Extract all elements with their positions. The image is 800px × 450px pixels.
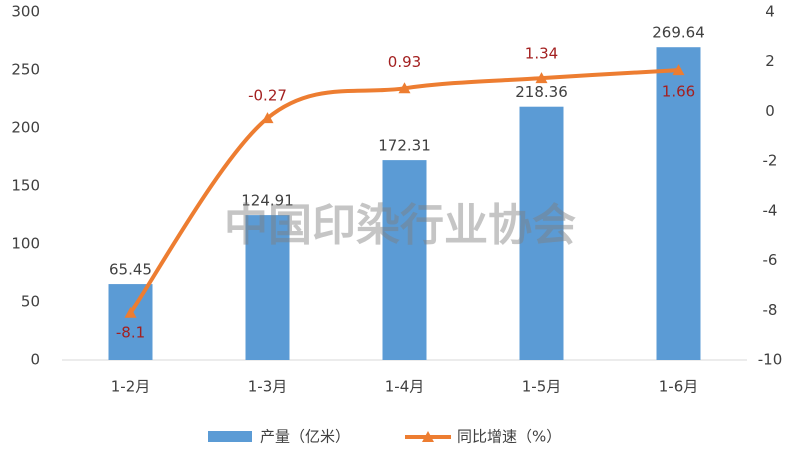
y-tick-label: 250 — [11, 61, 40, 79]
x-tick-label: 1-6月 — [659, 378, 699, 396]
y-tick-label: 0 — [30, 351, 40, 369]
x-tick-label: 1-3月 — [248, 378, 288, 396]
watermark: 中国印染行业协会 — [224, 200, 576, 251]
y2-tick-label: -10 — [758, 351, 783, 369]
line-marker — [535, 72, 548, 84]
x-tick-label: 1-5月 — [522, 378, 562, 396]
bar-value-label: 218.36 — [515, 83, 568, 101]
bar — [245, 215, 290, 360]
bar-value-label: 124.91 — [241, 192, 294, 210]
bar — [519, 106, 564, 361]
line-value-label: -0.27 — [248, 87, 287, 105]
y-tick-label: 200 — [11, 119, 40, 137]
y-tick-label: 150 — [11, 177, 40, 195]
legend-label: 同比增速（%） — [457, 428, 561, 446]
y2-tick-label: -4 — [763, 201, 778, 219]
y-tick-label: 50 — [21, 293, 40, 311]
bar — [382, 160, 427, 360]
line-value-label: -8.1 — [116, 323, 145, 341]
line-marker — [261, 112, 274, 124]
line-value-label: 0.93 — [388, 53, 421, 71]
line — [128, 68, 679, 314]
line-value-label: 1.66 — [662, 83, 695, 101]
legend-marker — [422, 431, 434, 442]
line-marker — [672, 64, 685, 76]
y2-tick-label: 0 — [765, 102, 775, 120]
y2-tick-label: 2 — [765, 52, 775, 70]
y2-tick-label: -6 — [763, 251, 778, 269]
y-tick-label: 100 — [11, 235, 40, 253]
y2-tick-label: -2 — [763, 152, 778, 170]
bar-value-label: 172.31 — [378, 137, 431, 155]
x-tick-label: 1-2月 — [111, 378, 151, 396]
legend-label: 产量（亿米） — [260, 428, 350, 446]
bar-value-label: 65.45 — [109, 261, 152, 279]
y-tick-label: 300 — [11, 3, 40, 21]
line-marker — [398, 82, 411, 94]
x-tick-label: 1-4月 — [385, 378, 425, 396]
y2-tick-label: -8 — [763, 301, 778, 319]
legend-swatch — [208, 431, 252, 442]
y2-tick-label: 4 — [765, 3, 775, 21]
bar — [656, 47, 701, 361]
line-value-label: 1.34 — [525, 45, 558, 63]
line-marker — [124, 306, 137, 318]
bar — [108, 284, 153, 360]
bar-value-label: 269.64 — [652, 24, 705, 42]
